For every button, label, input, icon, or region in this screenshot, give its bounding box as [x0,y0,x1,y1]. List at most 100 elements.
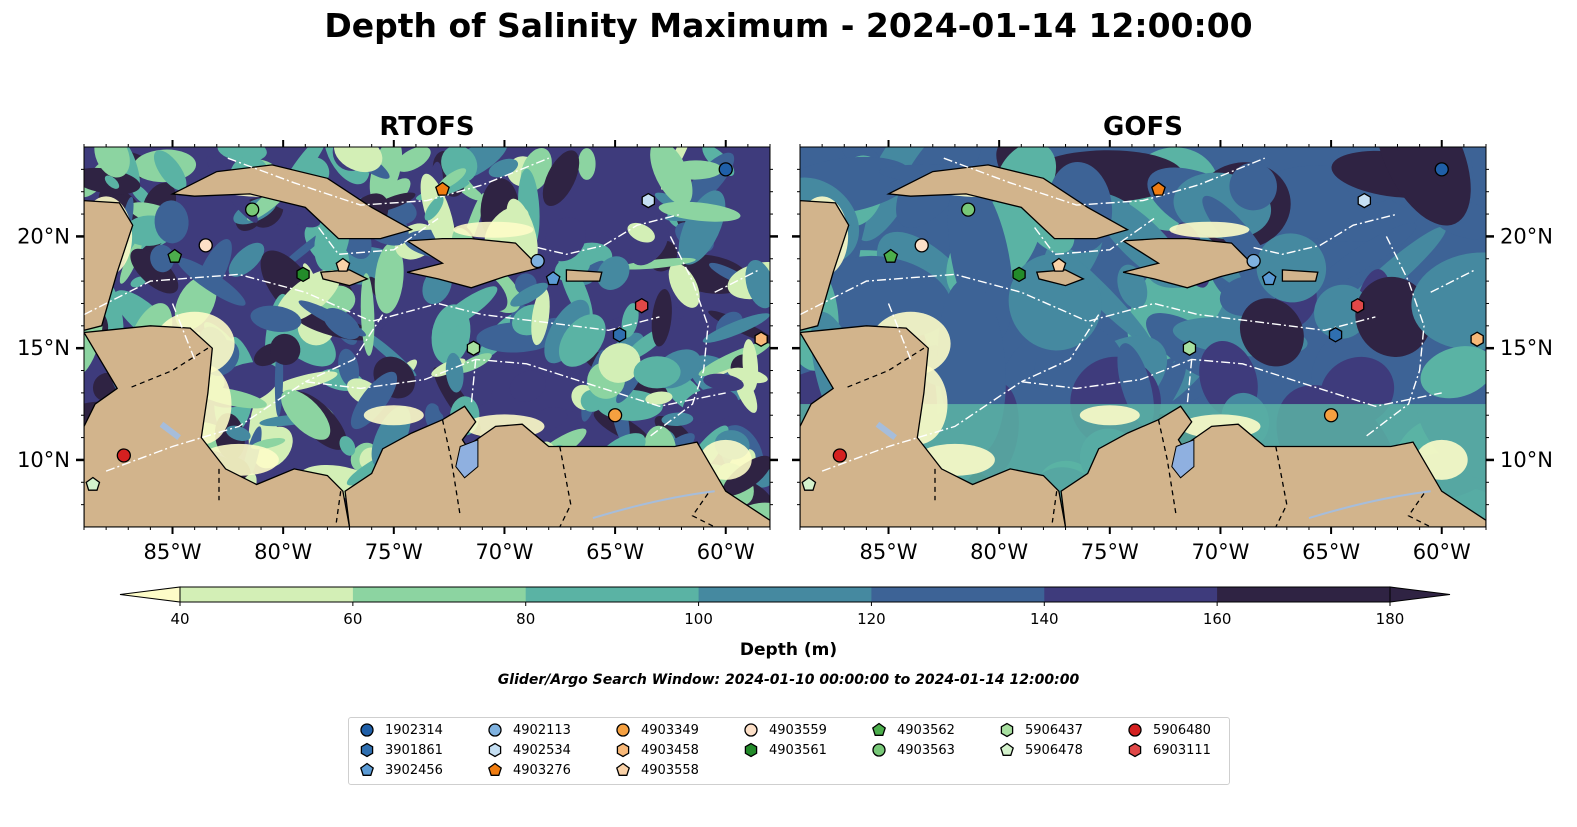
legend-label: 5906480 [1153,722,1211,738]
depth-contour-patch [456,353,492,374]
float-marker-6903111 [634,297,649,314]
river [1308,490,1431,520]
lon-tick-label: 60°W [1413,540,1471,564]
legend-label: 6903111 [1153,742,1211,758]
depth-contour-patch [1411,252,1486,350]
legend-marker-circle-icon [1128,723,1142,737]
depth-contour-patch [217,147,267,162]
depth-contour-patch [627,222,655,243]
country-border [1407,493,1431,527]
depth-contour-patch [441,147,478,183]
legend-label: 4903558 [641,762,699,778]
colorbar-tick-label: 60 [343,610,362,628]
depth-contour-patch [621,303,639,338]
legend-marker [1128,742,1142,758]
float-marker-4903561 [1012,266,1026,283]
float-marker-4903458 [754,331,768,347]
lon-tick-label: 85°W [860,540,918,564]
legend-item: 4902534 [487,741,571,759]
legend-label: 3902456 [385,762,443,778]
eez-boundary [1034,217,1155,256]
legend-marker-circle-icon [488,723,502,737]
legend-marker-pentagon-icon [616,762,630,776]
depth-contour-patch [651,289,672,347]
depth-contour-patch [374,242,404,314]
eez-boundary [84,273,660,332]
depth-contour-patch [650,147,693,206]
colorbar-segment [525,587,700,602]
depth-contour-patch [130,276,147,288]
legend-marker [360,723,374,737]
colorbar-tick-label: 100 [684,610,713,628]
float-marker-4903558 [1051,257,1067,272]
float-marker-5906478 [85,476,101,491]
search-window-note: Glider/Argo Search Window: 2024-01-10 00… [497,672,1080,688]
depth-contour-patch [432,286,498,334]
country-border [691,493,715,527]
eez-boundary [105,358,726,472]
float-marker-4903563 [245,202,260,217]
lat-tick-label-left: 10°N [17,448,70,472]
float-marker-4903349 [607,408,623,423]
eez-boundary [943,157,1265,206]
legend-marker [488,742,502,758]
shallow-shelf [453,221,534,238]
colorbar-segment [871,587,1045,602]
country-border [559,446,572,527]
shallow-shelf [1169,221,1250,238]
eez-boundary [714,269,760,293]
depth-contour-patch [597,256,630,290]
legend-marker-circle-icon [360,723,374,737]
float-marker-4903559 [198,238,213,253]
depth-contour-patch [94,147,130,178]
colorbar-segment [352,587,527,602]
depth-contour-patch [339,436,356,456]
depth-contour-patch [682,388,739,423]
legend-item: 4903458 [615,741,699,759]
depth-contour-patch [703,373,744,392]
depth-contour-patch [1229,162,1277,211]
float-marker-4903563 [961,202,976,217]
legend-label: 3901861 [385,742,443,758]
depth-contour-patch [510,282,548,307]
land-yucatan [84,199,134,331]
land-puerto-rico [1281,269,1319,282]
float-marker-4902534 [641,192,656,209]
float-legend: 1902314 3901861 3902456 4902113 4902534 49032… [348,717,1230,785]
colorbar-segment [1217,587,1391,602]
float-marker-4902534 [1357,192,1372,209]
eez-boundary [305,314,384,383]
legend-marker [616,742,630,758]
float-marker-3902456 [545,271,561,286]
colorbar-tick-label: 140 [1030,610,1059,628]
eez-boundary [647,236,709,439]
legend-item: 5906437 [999,721,1083,739]
colorbar: 40 60 80 100 120 140 160 180 [119,586,1451,628]
legend-label: 4903562 [897,722,955,738]
float-marker-3901861 [612,327,627,343]
legend-marker [360,762,374,776]
depth-contour-patch [130,248,179,294]
legend-marker-pentagon-icon [1000,742,1014,756]
lon-tick-label: 85°W [144,540,202,564]
legend-marker [1000,742,1014,756]
eez-boundary [821,358,1442,472]
depth-contour-patch [544,217,586,262]
depth-contour-patch [270,333,301,365]
land-central-america [84,325,351,527]
depth-contour-patch [1420,346,1486,399]
lon-tick-label: 70°W [1191,540,1249,564]
float-marker-4903276 [1151,181,1166,196]
float-marker-1902314 [1434,162,1449,177]
legend-marker-hexagon-icon [616,742,630,758]
depth-contour-patch [488,158,519,178]
legend-label: 4903349 [641,722,699,738]
depth-contour-patch [1239,298,1304,367]
land-central-america [800,325,1067,527]
legend-item: 4903561 [743,741,827,759]
depth-contour-patch [745,259,770,309]
legend-label: 5906478 [1025,742,1083,758]
eez-boundary [1430,269,1476,293]
gofs-panel-title: GOFS [1103,112,1183,142]
depth-contour-patch [276,269,341,323]
